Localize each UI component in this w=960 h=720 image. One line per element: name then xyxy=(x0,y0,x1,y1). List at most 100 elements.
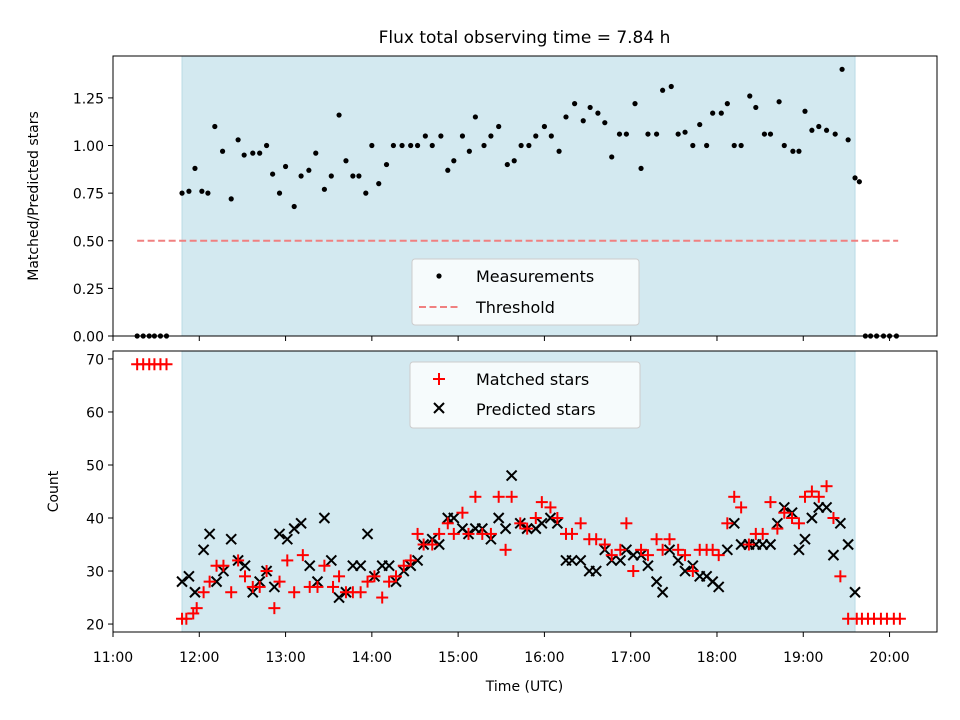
measurement-point xyxy=(199,188,205,194)
predicted-star-point xyxy=(288,522,300,535)
predicted-star-point xyxy=(492,512,505,524)
measurement-point xyxy=(369,142,375,149)
predicted-star-point xyxy=(712,581,725,593)
matched-star-point xyxy=(260,565,273,578)
measurement-point xyxy=(459,133,466,139)
measurement-point xyxy=(852,175,858,181)
matched-star-point xyxy=(354,586,367,599)
measurement-point xyxy=(645,131,651,137)
legend-measurements-marker xyxy=(436,273,442,279)
matched-star-point xyxy=(590,533,603,546)
measurement-point xyxy=(336,112,342,118)
predicted-star-point xyxy=(827,549,840,561)
predicted-star-point xyxy=(574,554,587,567)
legend-predicted-marker xyxy=(433,402,445,414)
predicted-star-point xyxy=(304,560,316,572)
matched-star-point xyxy=(288,586,301,599)
predicted-star-point xyxy=(642,560,654,572)
matched-star-point xyxy=(706,543,719,556)
top-y-ticks: 0.00 0.25 0.50 0.75 1.00 1.25 xyxy=(73,91,113,346)
matched-star-point xyxy=(368,570,381,583)
x-tick-label: 13:00 xyxy=(265,650,305,666)
measurement-point xyxy=(710,110,716,116)
predicted-star-point xyxy=(210,575,223,588)
matched-star-point xyxy=(742,538,755,551)
measurement-point xyxy=(595,110,601,116)
measurement-point xyxy=(767,131,774,137)
bottom-panel: 20 30 40 50 60 70 11:00 12:00 13:00 14:00 15:00 16… xyxy=(46,350,938,695)
matched-star-point xyxy=(834,570,847,583)
bottom-legend-box xyxy=(409,361,641,429)
x-tick-label: 20:00 xyxy=(869,650,909,666)
matched-star-point xyxy=(792,517,805,530)
top-y-tick-label: 1.00 xyxy=(73,139,104,155)
predicted-star-point xyxy=(448,512,460,524)
matched-star-point xyxy=(268,602,281,615)
predicted-star-point xyxy=(225,533,237,545)
matched-star-point xyxy=(712,549,725,562)
measurement-point xyxy=(548,133,554,139)
top-axes-frame xyxy=(112,55,938,337)
matched-star-point xyxy=(764,496,777,509)
matched-star-point xyxy=(798,490,811,503)
measurement-point xyxy=(526,142,532,149)
matched-star-point xyxy=(217,559,230,572)
x-tick-label: 11:00 xyxy=(93,650,133,666)
measurement-point xyxy=(250,150,256,156)
measurement-point xyxy=(390,142,397,149)
matched-star-point xyxy=(514,517,527,530)
measurement-point xyxy=(298,173,304,179)
measurement-point xyxy=(790,148,796,154)
measurement-point xyxy=(816,123,822,130)
x-tick-label: 14:00 xyxy=(352,650,392,666)
matched-star-point xyxy=(447,527,460,540)
matched-star-point xyxy=(190,602,203,615)
measurement-point xyxy=(753,104,759,111)
measurement-point xyxy=(556,148,562,154)
top-y-tick-label: 0.75 xyxy=(73,187,104,203)
top-y-tick-label: 0.00 xyxy=(73,330,104,346)
matched-star-point xyxy=(441,517,454,530)
measurement-point xyxy=(276,190,283,196)
matched-star-point xyxy=(239,570,252,583)
matched-star-point xyxy=(820,480,833,493)
matched-star-point xyxy=(574,517,587,530)
measurement-point xyxy=(697,121,703,128)
measurement-point xyxy=(802,108,808,114)
chart-title: Flux total observing time = 7.84 h xyxy=(379,28,671,48)
measurement-point xyxy=(738,142,744,149)
matched-star-point xyxy=(411,527,424,540)
matched-star-point xyxy=(521,522,534,535)
predicted-star-point xyxy=(268,581,281,593)
bottom-x-ticks: 11:00 12:00 13:00 14:00 15:00 16:00 17:00 18:00… xyxy=(93,632,910,666)
measurement-point xyxy=(796,148,802,154)
matched-star-point xyxy=(281,554,294,567)
measurement-point xyxy=(282,163,289,170)
predicted-star-point xyxy=(197,544,210,556)
matched-stars-points xyxy=(131,358,906,625)
matched-star-point xyxy=(805,485,818,498)
matched-star-point xyxy=(383,575,396,588)
matched-star-point xyxy=(327,580,340,593)
matched-star-point xyxy=(404,554,417,567)
predicted-star-point xyxy=(239,560,251,572)
measurement-point xyxy=(257,150,263,156)
measurement-point xyxy=(414,142,421,149)
legend-predicted-label: Predicted stars xyxy=(476,400,596,419)
matched-star-point xyxy=(672,543,685,556)
bottom-legend: Matched stars Predicted stars xyxy=(409,361,641,429)
predicted-star-point xyxy=(354,560,367,572)
matched-star-point xyxy=(469,490,482,503)
predicted-star-point xyxy=(383,560,395,572)
matched-star-point xyxy=(679,549,692,562)
matched-star-point xyxy=(376,591,389,604)
measurement-point xyxy=(241,152,247,158)
measurement-point xyxy=(445,167,451,173)
measurement-point xyxy=(690,142,696,149)
predicted-star-point xyxy=(544,512,557,524)
predicted-star-point xyxy=(566,554,578,567)
bottom-y-tick-label: 20 xyxy=(86,618,104,634)
matched-star-point xyxy=(160,358,173,371)
matched-star-point xyxy=(735,501,748,514)
measurement-point xyxy=(541,123,548,130)
